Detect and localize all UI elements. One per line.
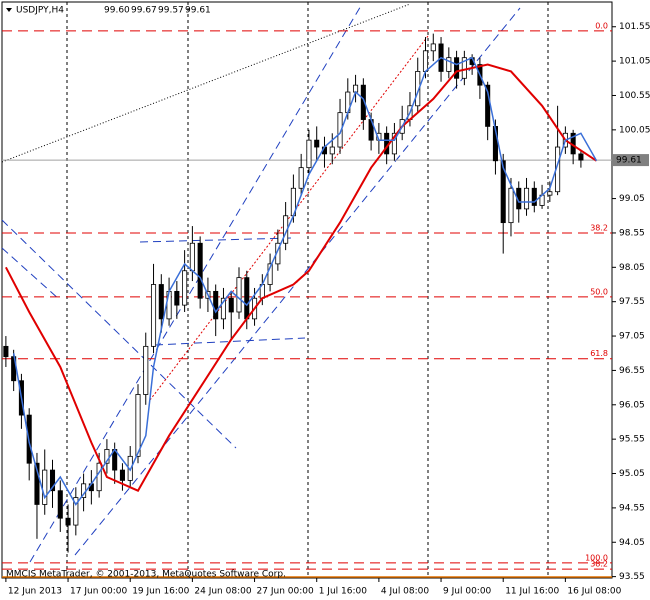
candle-body	[158, 284, 164, 320]
candle-body	[547, 191, 553, 196]
channel-line	[29, 3, 363, 563]
trendline	[1, 3, 411, 163]
y-tick-label: 95.05	[619, 469, 645, 479]
candle-body	[96, 462, 102, 492]
y-tick-label: 96.55	[619, 366, 645, 376]
candle-body	[3, 345, 9, 358]
y-tick-label: 94.05	[619, 538, 645, 548]
y-tick-label: 101.05	[619, 57, 650, 67]
current-price-box	[613, 154, 649, 167]
y-tick-label: 95.55	[619, 435, 645, 445]
candle-body	[213, 290, 219, 320]
x-tick-label: 12 Jun 2013	[8, 587, 62, 597]
moving-average	[5, 63, 598, 492]
candle-body	[454, 57, 460, 79]
candle-body	[34, 462, 40, 505]
candle-body	[267, 263, 273, 285]
fib-label: 38.2	[590, 560, 608, 569]
candle-body	[430, 43, 436, 52]
fib-trend	[149, 35, 429, 401]
y-tick-label: 98.55	[619, 228, 645, 238]
symbol-title: USDJPY,H4	[16, 6, 64, 16]
y-tick-label: 100.55	[619, 91, 650, 101]
plot-frame	[1, 1, 613, 579]
candle-body	[228, 297, 234, 313]
fib-label: 38.2	[590, 223, 608, 232]
x-tick-label: 16 Jul 08:00	[567, 587, 621, 597]
period-separators	[66, 2, 549, 578]
y-tick-label: 101.55	[619, 22, 650, 32]
candle-body	[182, 270, 188, 306]
y-tick-label: 93.55	[619, 572, 645, 582]
y-tick-label: 99.05	[619, 194, 645, 204]
fib-label: 50.0	[590, 287, 608, 296]
candle-body	[337, 112, 343, 148]
candle-body	[508, 187, 514, 224]
x-tick-label: 19 Jun 16:00	[132, 587, 189, 597]
candle-body	[197, 242, 203, 299]
candle-body	[220, 297, 227, 320]
x-tick-label: 4 Jul 08:00	[381, 587, 430, 597]
y-tick-label: 98.05	[619, 263, 645, 273]
candle-body	[57, 490, 63, 519]
candle-body	[306, 139, 312, 169]
candle-body	[65, 517, 71, 526]
x-tick-label: 11 Jul 16:00	[505, 587, 559, 597]
x-tick-label: 9 Jul 00:00	[443, 587, 492, 597]
header-value: 99.61	[185, 6, 211, 16]
candle-body	[49, 469, 56, 492]
fib-label: 0.0	[595, 21, 608, 30]
candle-body	[391, 132, 397, 155]
header-value: 99.60	[104, 6, 130, 16]
fib-label: 100.0	[585, 553, 608, 562]
candle-body	[578, 153, 584, 161]
candle-body	[244, 277, 250, 320]
fib-label: 61.8	[590, 349, 608, 358]
candle-body	[446, 57, 452, 72]
candle-body	[150, 284, 157, 347]
current-price-label: 99.61	[616, 156, 642, 166]
channel-line	[1, 219, 237, 449]
x-tick-label: 1 Jul 16:00	[319, 587, 368, 597]
candle-body	[73, 497, 79, 526]
y-tick-label: 97.55	[619, 297, 645, 307]
candle-body	[422, 50, 429, 72]
candle-body	[329, 146, 335, 155]
y-tick-label: 97.05	[619, 332, 645, 342]
candle-body	[143, 345, 149, 395]
x-tick-label: 24 Jun 08:00	[194, 587, 251, 597]
header-value: 99.67	[131, 6, 157, 16]
candle-body	[135, 394, 141, 457]
y-tick-label: 94.55	[619, 503, 645, 513]
candle-body	[500, 160, 506, 224]
candle-body	[174, 290, 180, 306]
candle-body	[298, 167, 304, 189]
footer: MMCIS MetaTrader, © 2001-2013, MetaQuote…	[6, 570, 286, 580]
moving-average	[12, 56, 598, 506]
x-tick-label: 27 Jun 00:00	[257, 587, 314, 597]
candle-body	[42, 469, 48, 505]
candle-body	[104, 449, 110, 464]
candle-body	[189, 242, 195, 272]
y-tick-label: 100.05	[619, 125, 650, 135]
header-value: 99.57	[158, 6, 184, 16]
candle-body	[523, 187, 530, 210]
candle-body	[531, 187, 537, 206]
menu-icon	[6, 8, 12, 12]
candle-body	[461, 57, 467, 79]
x-tick-label: 17 Jun 00:00	[70, 587, 127, 597]
candle-body	[360, 84, 366, 120]
candle-body	[314, 139, 320, 148]
y-tick-label: 96.05	[619, 400, 645, 410]
candle-body	[236, 277, 242, 313]
candle-body	[415, 71, 421, 107]
candle-body	[119, 469, 125, 481]
